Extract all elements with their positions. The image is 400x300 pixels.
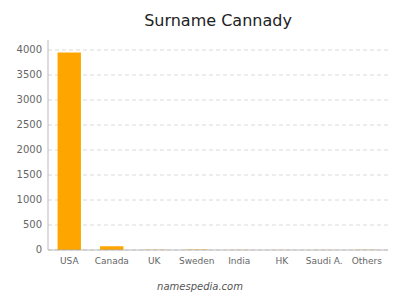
grid-line	[48, 250, 388, 251]
x-tick-label: India	[228, 256, 250, 266]
x-tick-label: Saudi A.	[306, 256, 343, 266]
y-tick-label: 3000	[17, 94, 42, 105]
x-axis-line	[48, 250, 388, 251]
x-tick-label: HK	[275, 256, 289, 266]
y-tick-label: 2000	[17, 144, 42, 155]
y-tick-label: 1500	[17, 169, 42, 180]
y-tick-label: 1000	[17, 194, 42, 205]
grid-line	[48, 125, 388, 126]
chart-container: 0 500 1000 1500 2000 2500 3000 3500 4000 USA Canad…	[0, 0, 400, 300]
y-tick-label: 0	[36, 244, 42, 255]
y-tick-label: 500	[23, 219, 42, 230]
y-tick-label: 2500	[17, 119, 42, 130]
y-tick-label: 3500	[17, 69, 42, 80]
bars	[58, 53, 379, 251]
grid-line	[48, 200, 388, 201]
bar	[100, 246, 123, 250]
y-axis-line	[48, 40, 49, 250]
bar	[58, 53, 81, 251]
grid-line	[48, 175, 388, 176]
footer-annotation: namespedia.com	[157, 281, 243, 292]
grid-line	[48, 75, 388, 76]
grid-line	[48, 150, 388, 151]
title: Surname Cannady	[144, 11, 292, 30]
grid	[48, 50, 388, 250]
x-tick-label: USA	[60, 256, 79, 266]
x-tick-label: Canada	[95, 256, 129, 266]
chart-svg: 0 500 1000 1500 2000 2500 3000 3500 4000 USA Canad…	[0, 0, 400, 300]
grid-line	[48, 100, 388, 101]
y-tick-label: 4000	[17, 44, 42, 55]
grid-line	[48, 225, 388, 226]
x-tick-label: Others	[352, 256, 383, 266]
x-tick-label: UK	[148, 256, 162, 266]
grid-line	[48, 50, 388, 51]
x-tick-label: Sweden	[179, 256, 215, 266]
